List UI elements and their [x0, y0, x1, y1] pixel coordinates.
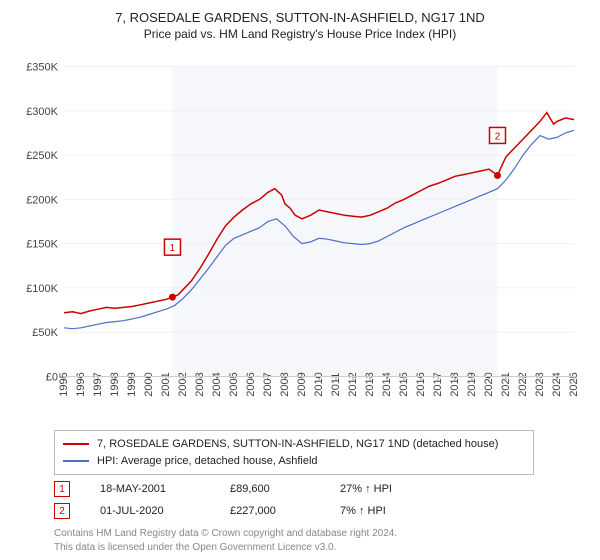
svg-text:2001: 2001: [160, 372, 172, 396]
svg-text:2007: 2007: [262, 372, 274, 396]
footer-line-2: This data is licensed under the Open Gov…: [54, 541, 586, 555]
svg-text:2024: 2024: [551, 372, 563, 396]
legend-label-1: 7, ROSEDALE GARDENS, SUTTON-IN-ASHFIELD,…: [97, 436, 498, 453]
svg-text:2: 2: [495, 131, 501, 142]
events-table: 1 18-MAY-2001 £89,600 27% ↑ HPI 2 01-JUL…: [54, 481, 586, 525]
event-pct-1: 27% ↑ HPI: [340, 483, 440, 495]
event-price-1: £89,600: [230, 483, 310, 495]
svg-text:2019: 2019: [466, 372, 478, 396]
chart-svg: £0 £50K £100K £150K £200K £250K £300K £350K 1995…: [14, 47, 586, 426]
event-price-2: £227,000: [230, 505, 310, 517]
footer-line-1: Contains HM Land Registry data © Crown c…: [54, 527, 586, 541]
svg-text:2013: 2013: [364, 372, 376, 396]
svg-text:2022: 2022: [517, 372, 529, 396]
svg-text:1: 1: [170, 243, 176, 254]
legend-swatch-2: [63, 460, 89, 462]
svg-text:2021: 2021: [500, 372, 512, 396]
title-main: 7, ROSEDALE GARDENS, SUTTON-IN-ASHFIELD,…: [14, 10, 586, 25]
svg-text:2003: 2003: [194, 372, 206, 396]
event-marker-1: 1: [54, 481, 70, 497]
svg-text:£300K: £300K: [26, 106, 58, 118]
svg-text:2023: 2023: [534, 372, 546, 396]
svg-text:1996: 1996: [75, 372, 87, 396]
legend-swatch-1: [63, 443, 89, 445]
svg-text:2006: 2006: [245, 372, 257, 396]
legend-item-1: 7, ROSEDALE GARDENS, SUTTON-IN-ASHFIELD,…: [63, 436, 525, 453]
svg-text:2017: 2017: [432, 372, 444, 396]
svg-text:2016: 2016: [415, 372, 427, 396]
svg-text:2008: 2008: [279, 372, 291, 396]
svg-text:1995: 1995: [58, 372, 70, 396]
svg-text:2018: 2018: [449, 372, 461, 396]
svg-text:1998: 1998: [109, 372, 121, 396]
event-row-2: 2 01-JUL-2020 £227,000 7% ↑ HPI: [54, 503, 586, 519]
event-marker-2: 2: [54, 503, 70, 519]
event-row-1: 1 18-MAY-2001 £89,600 27% ↑ HPI: [54, 481, 586, 497]
svg-text:2002: 2002: [177, 372, 189, 396]
svg-text:£50K: £50K: [32, 327, 58, 339]
svg-text:£0: £0: [46, 372, 58, 384]
svg-text:2010: 2010: [313, 372, 325, 396]
svg-text:2014: 2014: [381, 372, 393, 396]
svg-text:2009: 2009: [296, 372, 308, 396]
legend: 7, ROSEDALE GARDENS, SUTTON-IN-ASHFIELD,…: [54, 430, 534, 475]
title-sub: Price paid vs. HM Land Registry's House …: [14, 27, 586, 41]
event-date-2: 01-JUL-2020: [100, 505, 200, 517]
svg-text:2005: 2005: [228, 372, 240, 396]
svg-text:2020: 2020: [483, 372, 495, 396]
svg-text:1999: 1999: [126, 372, 138, 396]
chart-area: £0 £50K £100K £150K £200K £250K £300K £350K 1995…: [14, 47, 586, 426]
svg-text:2015: 2015: [398, 372, 410, 396]
footer: Contains HM Land Registry data © Crown c…: [54, 527, 586, 554]
svg-text:1997: 1997: [92, 372, 104, 396]
svg-text:£150K: £150K: [26, 239, 58, 251]
svg-text:2012: 2012: [347, 372, 359, 396]
svg-text:£100K: £100K: [26, 283, 58, 295]
legend-label-2: HPI: Average price, detached house, Ashf…: [97, 453, 318, 470]
svg-text:£200K: £200K: [26, 194, 58, 206]
legend-item-2: HPI: Average price, detached house, Ashf…: [63, 453, 525, 470]
svg-text:2000: 2000: [143, 372, 155, 396]
svg-text:£250K: £250K: [26, 150, 58, 162]
svg-text:2004: 2004: [211, 372, 223, 396]
event-date-1: 18-MAY-2001: [100, 483, 200, 495]
chart-titles: 7, ROSEDALE GARDENS, SUTTON-IN-ASHFIELD,…: [14, 10, 586, 41]
svg-text:£350K: £350K: [26, 62, 58, 74]
svg-text:2025: 2025: [568, 372, 580, 396]
event-pct-2: 7% ↑ HPI: [340, 505, 440, 517]
